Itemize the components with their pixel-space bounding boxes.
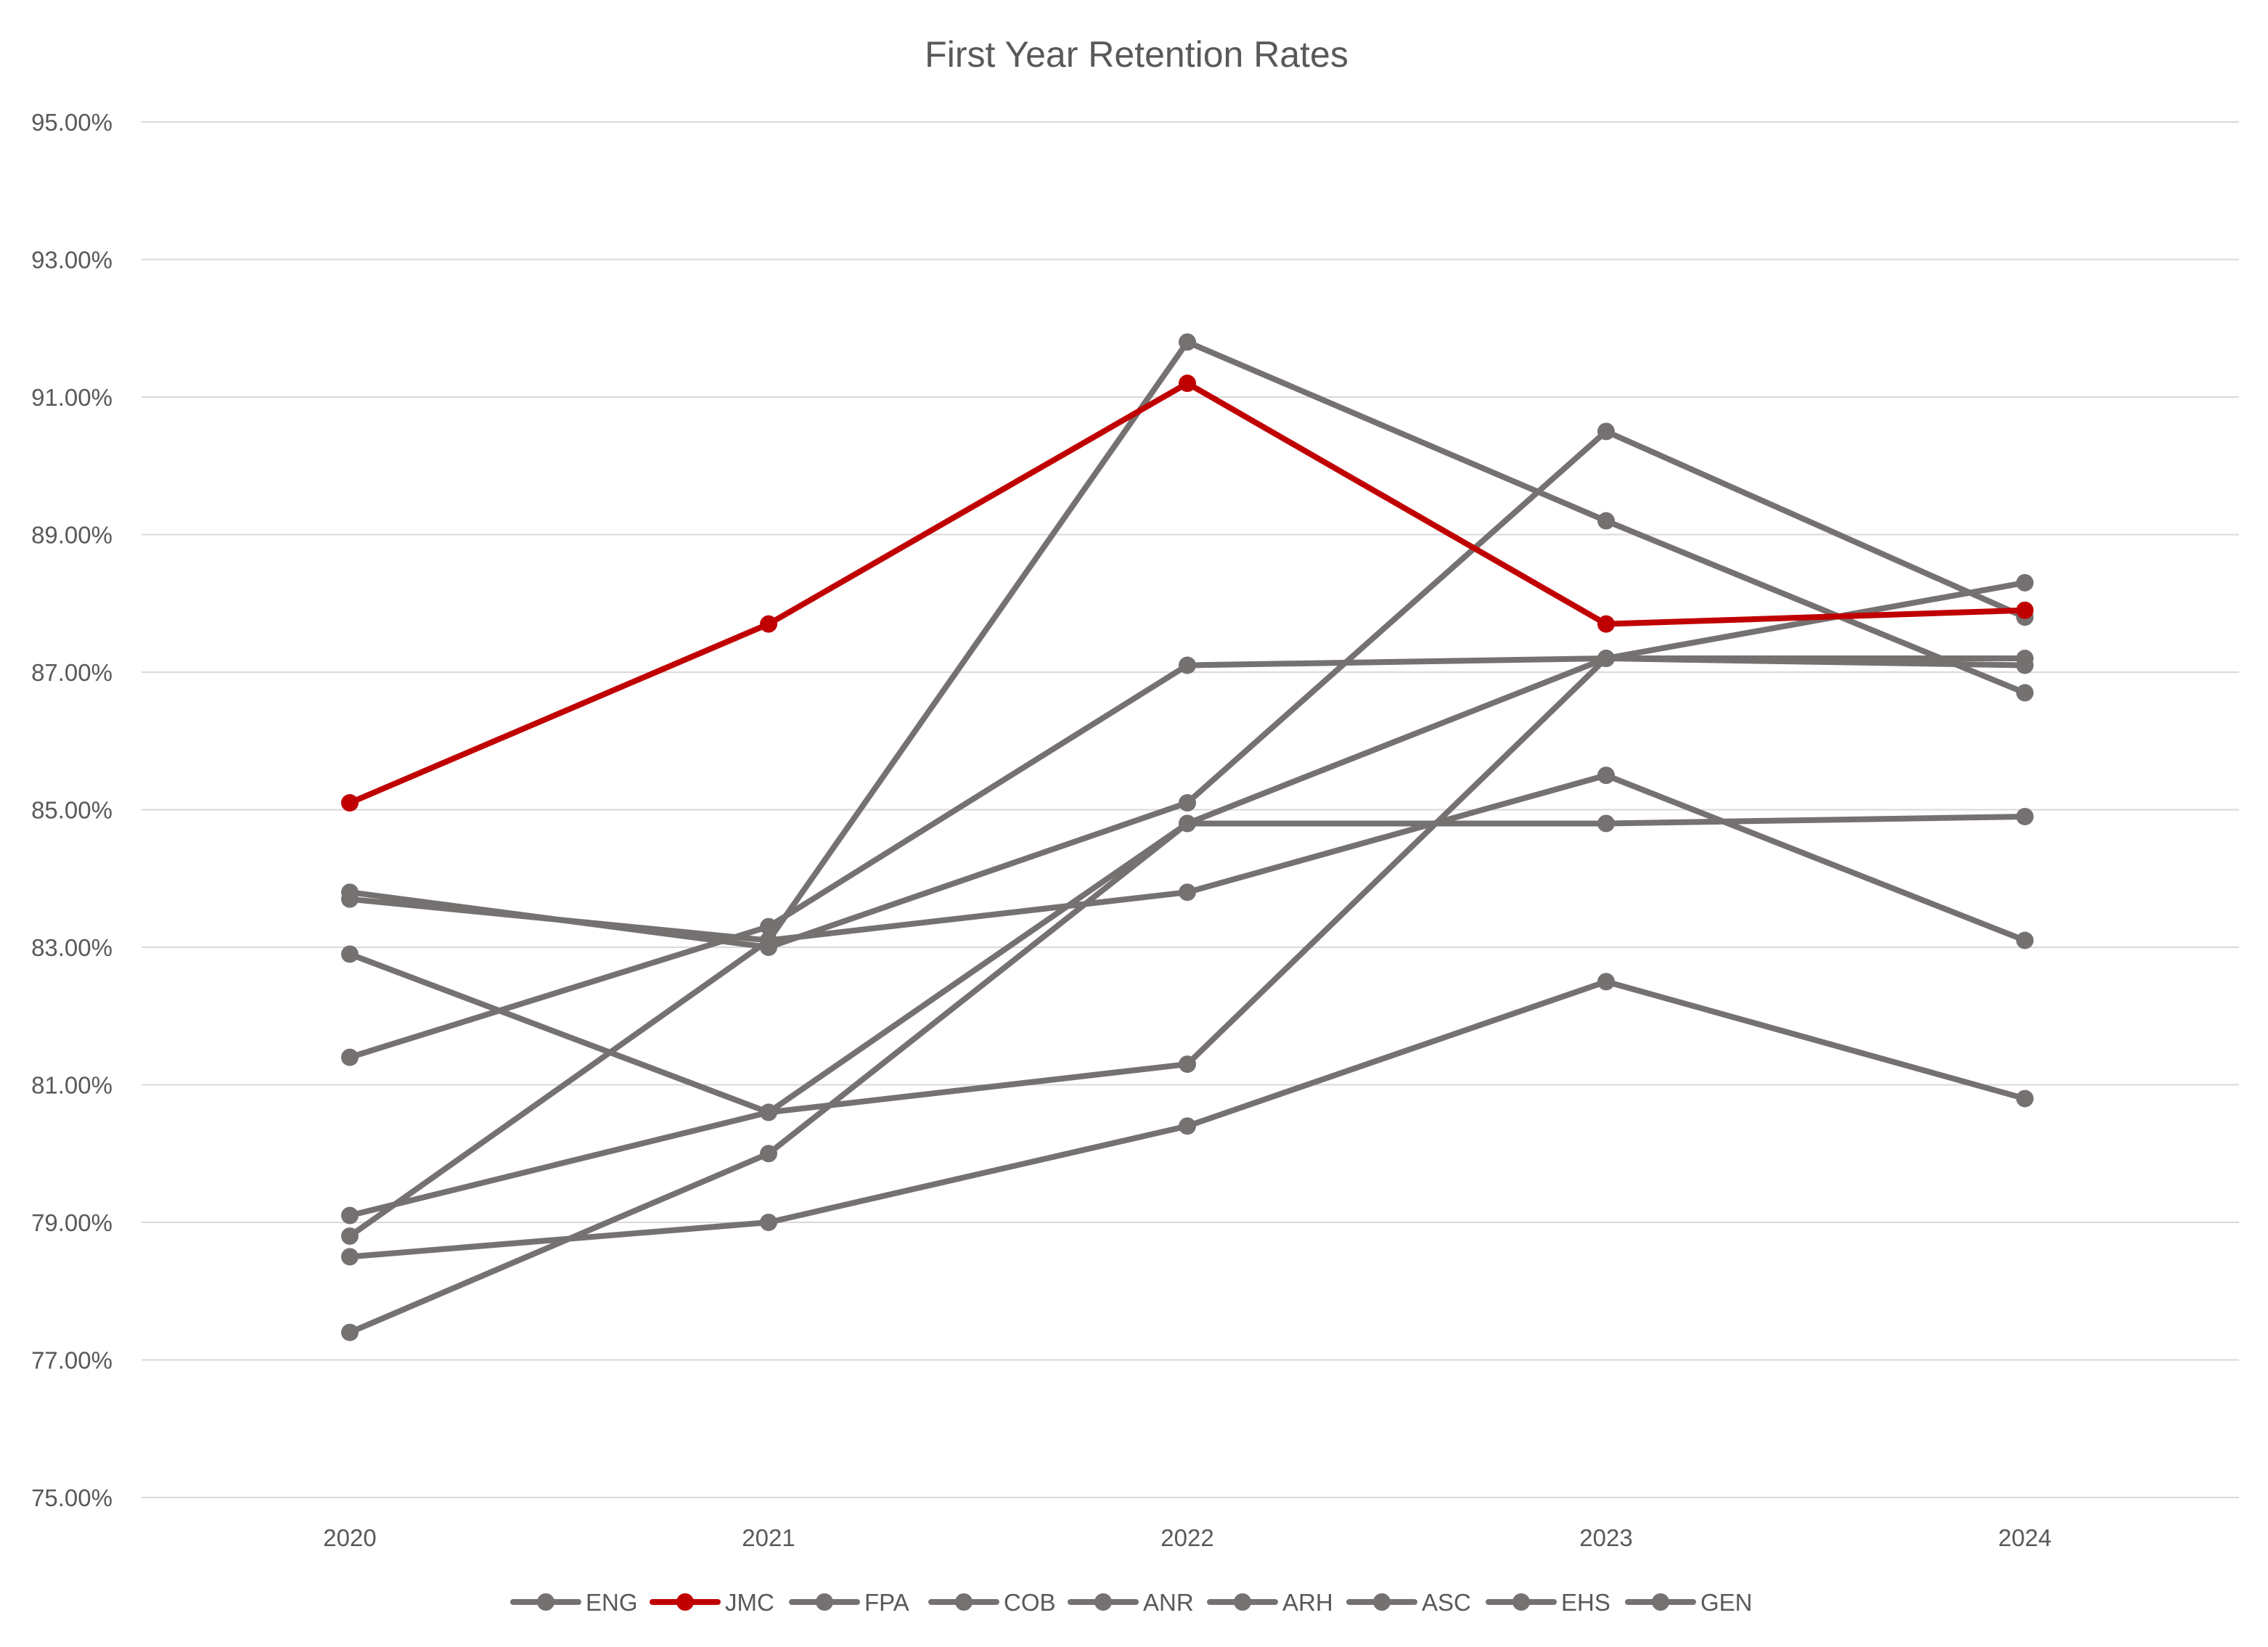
data-point: [760, 1103, 777, 1121]
x-tick-label: 2021: [742, 1524, 795, 1551]
data-point: [341, 1227, 359, 1245]
y-tick-label: 89.00%: [31, 522, 112, 549]
data-point: [1597, 814, 1615, 833]
legend-marker: [1234, 1593, 1251, 1611]
data-point: [1179, 794, 1196, 812]
series-eng: [341, 422, 2034, 956]
data-point: [2016, 684, 2034, 702]
data-point: [1179, 1117, 1196, 1135]
data-point: [1597, 422, 1615, 441]
data-point: [1597, 512, 1615, 530]
data-point: [1597, 973, 1615, 991]
data-point: [341, 1323, 359, 1341]
x-tick-label: 2022: [1160, 1524, 1213, 1551]
data-point: [341, 1206, 359, 1225]
data-point: [1179, 883, 1196, 902]
data-point: [760, 615, 777, 633]
data-point: [341, 1248, 359, 1266]
legend-label: ARH: [1282, 1589, 1333, 1616]
legend-marker: [1652, 1593, 1669, 1611]
legend-label: ENG: [586, 1589, 638, 1616]
y-tick-label: 79.00%: [31, 1209, 112, 1236]
legend-label: FPA: [864, 1589, 909, 1616]
legend-item-cob: COB: [928, 1589, 1056, 1616]
series-fpa: [341, 333, 2034, 1245]
legend-item-ehs: EHS: [1486, 1589, 1610, 1616]
legend-item-gen: GEN: [1625, 1589, 1753, 1616]
series-lines: [341, 333, 2034, 1341]
y-tick-label: 85.00%: [31, 797, 112, 824]
y-tick-label: 75.00%: [31, 1484, 112, 1511]
data-point: [760, 918, 777, 936]
legend-marker: [955, 1593, 973, 1611]
series-arh: [341, 650, 2034, 1225]
data-point: [1179, 814, 1196, 833]
x-tick-label: 2024: [1998, 1524, 2051, 1551]
data-point: [1179, 1055, 1196, 1074]
legend-marker: [1094, 1593, 1112, 1611]
series-cob: [341, 767, 2034, 949]
data-point: [760, 1214, 777, 1231]
y-tick-label: 83.00%: [31, 934, 112, 961]
legend-marker: [1512, 1593, 1530, 1611]
legend-marker: [816, 1593, 833, 1611]
legend-marker: [537, 1593, 554, 1611]
chart-title: First Year Retention Rates: [925, 34, 1348, 75]
legend-item-anr: ANR: [1068, 1589, 1194, 1616]
x-axis: 2020 2021 2022 2023 2024: [323, 1524, 2051, 1551]
y-axis: 75.00% 77.00% 79.00% 81.00% 83.00% 85.00% 87.0…: [31, 109, 112, 1511]
data-point: [341, 794, 359, 812]
data-point: [1597, 615, 1615, 633]
series-ehs: [341, 573, 2034, 1066]
data-point: [341, 1048, 359, 1066]
series-line: [347, 339, 2028, 1239]
series-asc: [341, 973, 2034, 1266]
series-line: [347, 380, 2028, 806]
data-point: [2016, 807, 2034, 825]
data-point: [341, 945, 359, 963]
data-point: [1179, 333, 1196, 351]
data-point: [341, 890, 359, 908]
x-tick-label: 2023: [1579, 1524, 1632, 1551]
y-tick-label: 77.00%: [31, 1347, 112, 1374]
data-point: [760, 931, 777, 949]
legend-label: GEN: [1700, 1589, 1753, 1616]
legend-item-jmc: JMC: [650, 1589, 774, 1616]
y-tick-label: 95.00%: [31, 109, 112, 136]
legend-label: COB: [1004, 1589, 1056, 1616]
legend-label: EHS: [1561, 1589, 1610, 1616]
series-gen: [341, 807, 2034, 1341]
data-point: [1179, 656, 1196, 674]
legend-label: ASC: [1422, 1589, 1471, 1616]
legend: ENG JMC FPA COB ANR ARH ASC EHS GEN: [510, 1589, 1753, 1616]
data-point: [760, 1145, 777, 1163]
data-point: [1597, 650, 1615, 668]
legend-label: ANR: [1143, 1589, 1194, 1616]
legend-marker: [1373, 1593, 1391, 1611]
y-tick-label: 81.00%: [31, 1072, 112, 1099]
legend-label: JMC: [725, 1589, 774, 1616]
series-line: [347, 428, 2028, 950]
legend-item-eng: ENG: [510, 1589, 638, 1616]
x-tick-label: 2020: [323, 1524, 376, 1551]
legend-item-asc: ASC: [1346, 1589, 1471, 1616]
legend-item-fpa: FPA: [789, 1589, 909, 1616]
data-point: [2016, 1090, 2034, 1108]
data-point: [2016, 650, 2034, 668]
legend-marker: [676, 1593, 694, 1611]
data-point: [2016, 601, 2034, 619]
series-jmc: [341, 375, 2034, 812]
data-point: [1597, 767, 1615, 785]
y-tick-label: 91.00%: [31, 384, 112, 411]
data-point: [1179, 375, 1196, 393]
data-point: [2016, 573, 2034, 592]
y-tick-label: 87.00%: [31, 659, 112, 686]
data-point: [2016, 931, 2034, 949]
legend-item-arh: ARH: [1207, 1589, 1333, 1616]
y-tick-label: 93.00%: [31, 247, 112, 274]
